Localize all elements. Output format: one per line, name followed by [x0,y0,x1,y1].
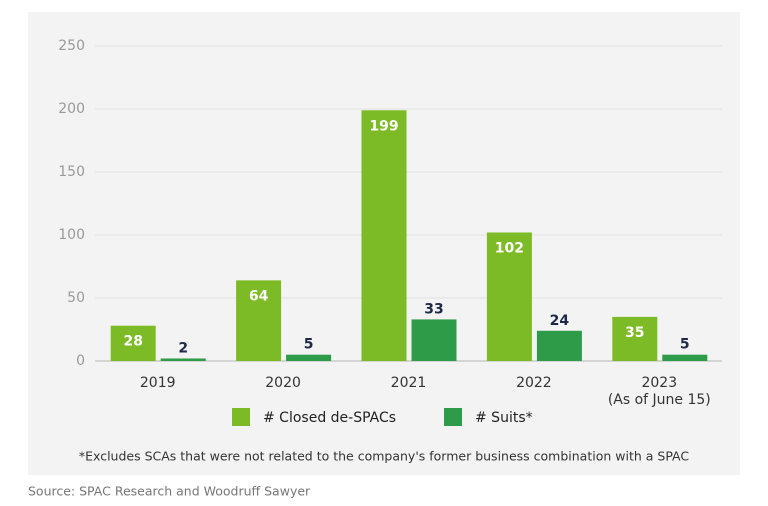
y-tick-label: 200 [58,101,85,117]
legend-label: # Suits* [475,410,533,426]
bar [110,325,156,361]
value-label: 28 [123,334,142,350]
bar [236,280,282,361]
x-tick-label: 2022 [516,375,552,391]
footnote: *Excludes SCAs that were not related to … [79,449,690,464]
value-label: 2 [178,340,188,356]
bar [486,232,532,361]
value-label: 5 [680,337,690,353]
legend-swatch [232,408,250,426]
x-tick-label: 2019 [140,375,176,391]
bar [612,316,658,361]
y-tick-label: 0 [76,353,85,369]
bar [536,330,582,361]
value-label: 33 [424,301,443,317]
value-label: 24 [550,313,570,329]
y-tick-label: 250 [58,38,85,54]
value-label: 5 [304,337,314,353]
x-tick-label: 2020 [265,375,301,391]
bar [286,354,332,361]
value-label: 35 [625,325,644,341]
value-label: 199 [369,118,398,134]
y-tick-label: 100 [58,227,85,243]
value-label: 102 [495,240,524,256]
value-label: 64 [249,288,269,304]
x-tick-label: 2021 [391,375,427,391]
y-tick-label: 50 [67,290,85,306]
legend-swatch [444,408,462,426]
y-tick-label: 150 [58,164,85,180]
legend-label: # Closed de-SPACs [263,410,396,426]
bar [411,319,457,361]
bar [160,358,206,361]
bar [361,110,407,361]
source: Source: SPAC Research and Woodruff Sawye… [28,484,311,499]
bar [662,354,708,361]
x-tick-label: 2023 (As of June 15) [608,375,711,408]
